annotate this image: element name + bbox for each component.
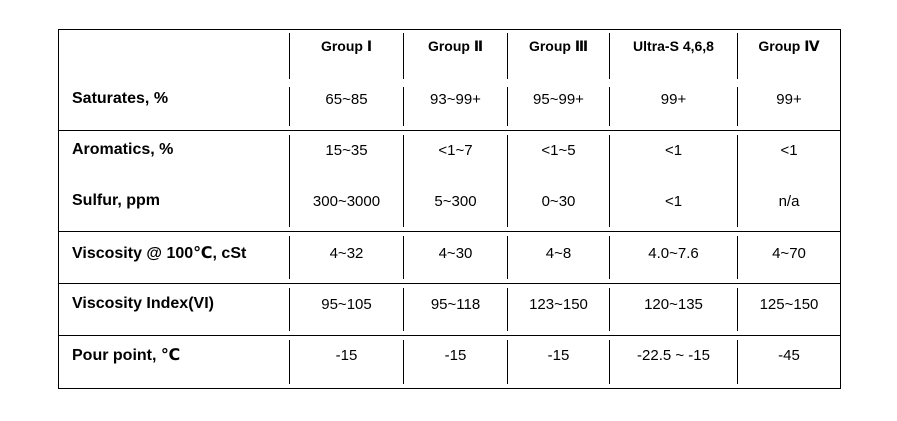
col-separator xyxy=(403,236,404,279)
table-cell: 95~118 xyxy=(430,295,481,313)
table-cell: 0~30 xyxy=(541,192,576,210)
column-header-group-4: Group Ⅳ xyxy=(758,37,820,54)
table-cell: 300~3000 xyxy=(312,192,381,210)
row-label-sulfur: Sulfur, ppm xyxy=(72,192,160,209)
column-header-group-1: Group Ⅰ xyxy=(320,37,373,54)
table-cell: n/a xyxy=(778,192,800,210)
col-separator xyxy=(609,236,610,279)
table-right-border xyxy=(840,29,841,388)
col-separator xyxy=(609,33,610,79)
table-bottom-border xyxy=(58,388,841,389)
col-separator xyxy=(737,135,738,227)
row-divider xyxy=(58,231,841,232)
col-separator xyxy=(403,33,404,79)
table-cell: 123~150 xyxy=(529,295,588,313)
row-label-saturates: Saturates, % xyxy=(72,90,169,107)
table-top-border xyxy=(58,29,841,30)
col-separator xyxy=(737,87,738,126)
table-cell: <1 xyxy=(664,192,683,210)
col-separator xyxy=(609,288,610,331)
column-header-group-3: Group Ⅲ xyxy=(528,37,589,54)
table-cell: 65~85 xyxy=(325,90,368,108)
col-separator xyxy=(289,288,290,331)
table-cell: 5~300 xyxy=(434,192,477,210)
col-separator xyxy=(507,288,508,331)
col-separator xyxy=(507,340,508,384)
col-separator xyxy=(289,236,290,279)
col-separator xyxy=(737,33,738,79)
row-label-pour-point: Pour point, ℃ xyxy=(72,347,181,364)
col-separator xyxy=(403,135,404,227)
col-separator xyxy=(289,87,290,126)
col-separator xyxy=(289,340,290,384)
table-left-border xyxy=(58,29,59,388)
column-header-group-2: Group Ⅱ xyxy=(427,37,484,54)
table-cell: 95~99+ xyxy=(533,90,584,108)
row-divider xyxy=(58,130,841,131)
col-separator xyxy=(737,340,738,384)
row-label-viscosity-index: Viscosity Index(VI) xyxy=(72,295,214,312)
table-cell: <1 xyxy=(664,141,683,159)
col-separator xyxy=(507,236,508,279)
row-label-aromatics: Aromatics, % xyxy=(72,141,174,158)
col-separator xyxy=(289,33,290,79)
table-cell: <1 xyxy=(780,141,798,159)
table-cell: 4~8 xyxy=(545,244,572,262)
table-cell: -45 xyxy=(778,346,800,364)
col-separator xyxy=(507,33,508,79)
col-separator xyxy=(609,135,610,227)
table-cell: 15~35 xyxy=(325,141,368,159)
table-cell: <1~5 xyxy=(541,141,576,159)
col-separator xyxy=(609,340,610,384)
table-cell: 125~150 xyxy=(759,295,819,313)
col-separator xyxy=(507,87,508,126)
col-separator xyxy=(609,87,610,126)
col-separator xyxy=(507,135,508,227)
table-cell: 4~32 xyxy=(329,244,364,262)
table-cell: 95~105 xyxy=(321,295,372,313)
table-cell: -15 xyxy=(335,346,358,364)
col-separator xyxy=(403,87,404,126)
row-divider xyxy=(58,283,841,284)
column-header-ultra-s: Ultra-S 4,6,8 xyxy=(633,38,714,54)
table-cell: -22.5 ~ -15 xyxy=(637,346,710,364)
table-cell: 4~30 xyxy=(438,244,473,262)
table-cell: 93~99+ xyxy=(430,90,481,108)
table-cell: 4.0~7.6 xyxy=(648,244,699,262)
row-divider xyxy=(58,335,841,336)
table-cell: <1~7 xyxy=(438,141,473,159)
col-separator xyxy=(289,135,290,227)
table-cell: -15 xyxy=(547,346,570,364)
table-cell: -15 xyxy=(444,346,467,364)
table-cell: 120~135 xyxy=(644,295,703,313)
table-cell: 99+ xyxy=(660,90,687,108)
col-separator xyxy=(737,236,738,279)
table-cell: 99+ xyxy=(776,90,802,108)
table-cell: 4~70 xyxy=(772,244,806,262)
col-separator xyxy=(403,340,404,384)
col-separator xyxy=(403,288,404,331)
row-label-viscosity-100c: Viscosity @ 100℃, cSt xyxy=(72,245,247,262)
col-separator xyxy=(737,288,738,331)
